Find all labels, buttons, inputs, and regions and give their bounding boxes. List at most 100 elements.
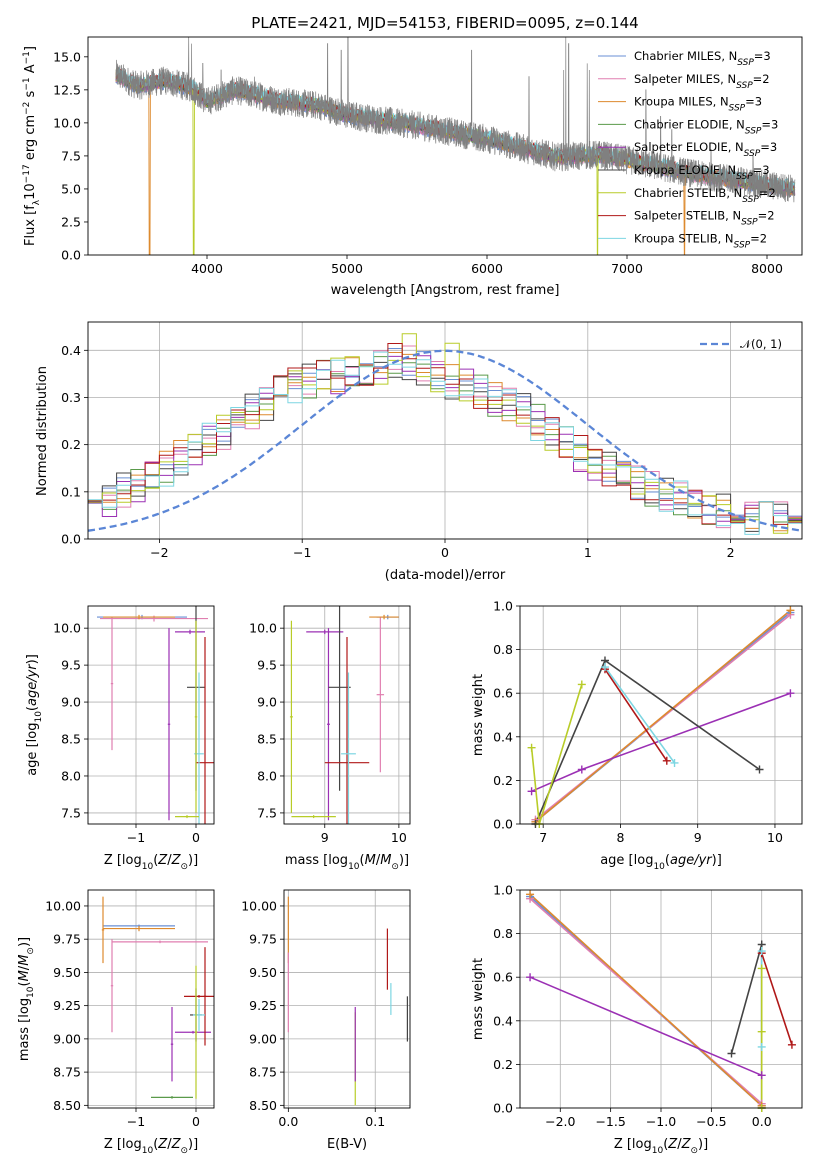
weight-point-marker bbox=[757, 947, 766, 956]
y-tick-label: 0.6 bbox=[493, 970, 513, 985]
y-tick-label: 1.0 bbox=[493, 883, 513, 898]
x-tick-label: 5000 bbox=[331, 261, 363, 276]
x-axis-label: age [log10(age/yr)] bbox=[600, 853, 722, 872]
axes-frame bbox=[87, 36, 803, 256]
x-tick-label: −2.0 bbox=[545, 1114, 575, 1129]
x-axis-label: (data-model)/error bbox=[385, 568, 506, 583]
legend-label: Chabrier STELIB, NSSP=2 bbox=[634, 186, 776, 205]
y-tick-label: 0.4 bbox=[493, 729, 513, 744]
y-tick-label: 8.50 bbox=[53, 1098, 81, 1113]
panel-mass_vs_ebv: 0.0 0.1 8.50 8.75 9.00 9.25 9.50 9.75 10.00 E(B-V… bbox=[241, 889, 411, 1152]
residual-histogram-step bbox=[88, 351, 802, 535]
weight-line bbox=[529, 893, 763, 1107]
y-tick-label: 9.50 bbox=[53, 965, 81, 980]
x-tick-label: −1 bbox=[127, 830, 145, 845]
y-tick-label: 0.3 bbox=[61, 390, 81, 405]
y-tick-label: 9.0 bbox=[257, 695, 277, 710]
plot-area bbox=[115, 37, 796, 255]
weight-point-marker bbox=[600, 663, 609, 672]
weight-line bbox=[534, 659, 760, 824]
y-tick-label: 10.0 bbox=[249, 621, 277, 636]
x-tick-label: 0.0 bbox=[752, 1114, 772, 1129]
plot-area bbox=[88, 606, 214, 824]
x-tick-label: 2 bbox=[727, 545, 735, 560]
y-axis-label: Normed distribution bbox=[35, 366, 50, 496]
y-tick-label: 8.50 bbox=[249, 1098, 277, 1113]
weight-point-marker bbox=[786, 689, 795, 698]
y-tick-label: 0.2 bbox=[61, 437, 81, 452]
y-tick-label: 0.0 bbox=[61, 248, 81, 263]
y-tick-label: 7.5 bbox=[61, 805, 81, 820]
weight-point-marker bbox=[757, 964, 766, 973]
x-tick-label: −1 bbox=[127, 1114, 145, 1129]
plot-area bbox=[284, 606, 410, 824]
x-tick-label: 7000 bbox=[611, 261, 643, 276]
x-tick-label: −1 bbox=[293, 545, 311, 560]
weight-point-marker bbox=[757, 1071, 766, 1080]
y-tick-label: 9.5 bbox=[61, 658, 81, 673]
legend-label: Chabrier MILES, NSSP=3 bbox=[634, 49, 771, 68]
y-axis-label: mass [log10(M/M⊙)] bbox=[17, 937, 36, 1061]
panel-weight_vs_metallicity: −2.0 −1.5 −1.0 −0.5 0.0 0.0 0.2 0.4 0.6 0.8 1.0 Z [… bbox=[471, 883, 803, 1156]
plot-area bbox=[88, 322, 802, 539]
y-tick-label: 8.0 bbox=[61, 768, 81, 783]
y-axis-label: Flux [fλ10−17 erg cm−2 s−1 A−1] bbox=[22, 46, 42, 246]
weight-line bbox=[604, 666, 676, 764]
y-tick-label: 0.2 bbox=[493, 1057, 513, 1072]
y-tick-label: 8.5 bbox=[257, 732, 277, 747]
y-tick-label: 8.0 bbox=[257, 768, 277, 783]
y-tick-label: 0.8 bbox=[493, 926, 513, 941]
axes-frame bbox=[283, 889, 411, 1109]
y-tick-label: 8.5 bbox=[61, 732, 81, 747]
x-tick-label: −2 bbox=[150, 545, 168, 560]
weight-point-marker bbox=[526, 973, 535, 982]
legend-label: Salpeter MILES, NSSP=2 bbox=[634, 72, 770, 91]
plot-area bbox=[520, 606, 802, 824]
weight-line bbox=[530, 684, 583, 824]
x-tick-label: 4000 bbox=[191, 261, 223, 276]
weight-line bbox=[534, 609, 791, 823]
y-tick-label: 0.0 bbox=[493, 1101, 513, 1116]
y-tick-label: 5.0 bbox=[61, 181, 81, 196]
y-tick-label: 9.75 bbox=[53, 932, 81, 947]
weight-point-marker bbox=[757, 1042, 766, 1051]
x-tick-label: 10 bbox=[767, 830, 783, 845]
weight-point-marker bbox=[755, 765, 764, 774]
x-tick-label: 9 bbox=[694, 830, 702, 845]
weight-point-marker bbox=[787, 1040, 796, 1049]
y-tick-label: 9.0 bbox=[61, 695, 81, 710]
y-tick-label: 0.4 bbox=[61, 343, 81, 358]
x-tick-label: 0.0 bbox=[278, 1114, 298, 1129]
axes-frame bbox=[87, 889, 215, 1109]
x-axis-label: Z [log10(Z/Z⊙)] bbox=[104, 853, 198, 872]
panel-weight_vs_age: 7 8 9 10 0.0 0.2 0.4 0.6 0.8 1.0 age [log10(age/yr… bbox=[471, 599, 803, 872]
x-tick-label: 1 bbox=[584, 545, 592, 560]
axes-frame bbox=[87, 605, 215, 825]
weight-point-marker bbox=[527, 787, 536, 796]
x-tick-label: 8 bbox=[616, 830, 624, 845]
weight-point-marker bbox=[577, 680, 586, 689]
y-tick-label: 8.75 bbox=[53, 1065, 81, 1080]
y-axis-label: mass weight bbox=[471, 674, 486, 756]
weight-point-marker bbox=[670, 758, 679, 767]
legend-label: Kroupa ELODIE, NSSP=3 bbox=[634, 163, 770, 182]
y-tick-label: 15.0 bbox=[53, 49, 81, 64]
y-tick-label: 10.00 bbox=[241, 898, 277, 913]
y-tick-label: 8.75 bbox=[249, 1065, 277, 1080]
legend-label: Chabrier ELODIE, NSSP=3 bbox=[634, 117, 778, 136]
x-axis-label: Z [log10(Z/Z⊙)] bbox=[104, 1137, 198, 1156]
y-tick-label: 12.5 bbox=[53, 82, 81, 97]
legend: Chabrier MILES, NSSP=3 Salpeter MILES, NS… bbox=[598, 49, 778, 250]
y-tick-label: 1.0 bbox=[493, 599, 513, 614]
axes-frame bbox=[519, 889, 803, 1109]
legend-label: Kroupa MILES, NSSP=3 bbox=[634, 95, 762, 114]
y-tick-label: 0.8 bbox=[493, 642, 513, 657]
y-tick-label: 9.50 bbox=[249, 965, 277, 980]
y-tick-label: 9.5 bbox=[257, 658, 277, 673]
legend-label: 𝒩(0, 1) bbox=[740, 337, 782, 351]
x-tick-label: −1.5 bbox=[595, 1114, 625, 1129]
y-tick-label: 10.00 bbox=[45, 898, 81, 913]
panel-residuals: −2 −1 0 1 2 0.0 0.1 0.2 0.3 0.4 𝒩(0, 1) (data-model… bbox=[35, 321, 803, 583]
weight-point-marker bbox=[757, 1027, 766, 1036]
y-tick-label: 2.5 bbox=[61, 214, 81, 229]
